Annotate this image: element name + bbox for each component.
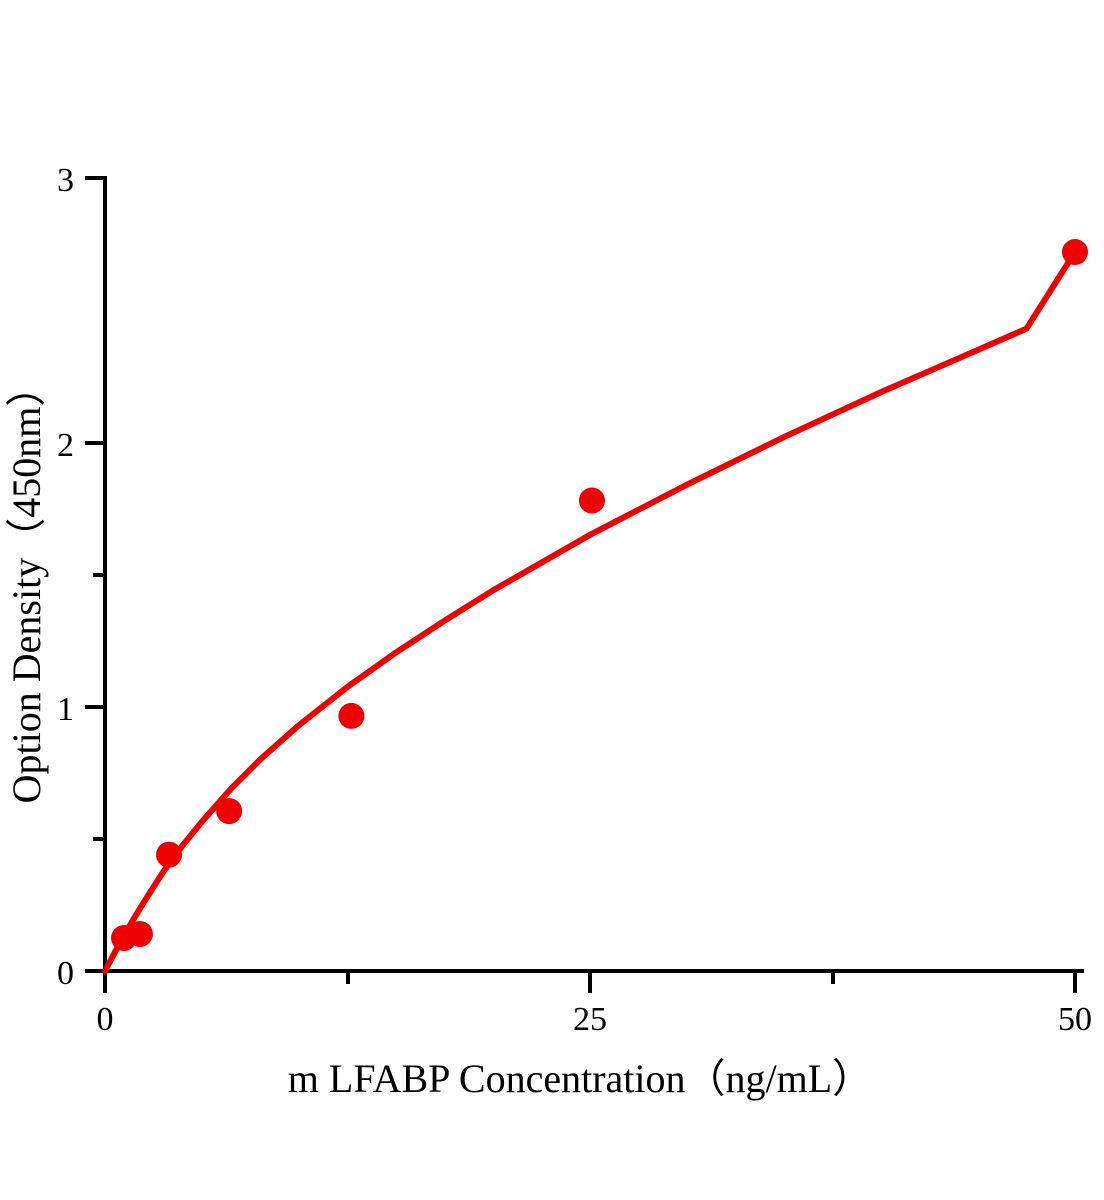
x-tick-labels: 0 25 50 bbox=[97, 1001, 1093, 1038]
y-axis-ticks bbox=[85, 176, 105, 973]
data-point bbox=[338, 702, 365, 729]
y-tick-labels: 3 2 1 0 bbox=[57, 162, 74, 992]
x-tick-label-0: 0 bbox=[97, 1001, 114, 1038]
data-point bbox=[1062, 239, 1088, 266]
y-tick-label-2: 2 bbox=[57, 427, 74, 464]
data-point bbox=[126, 920, 153, 947]
data-point bbox=[216, 798, 243, 825]
x-axis-title: m LFABP Concentration（ng/mL） bbox=[288, 1056, 872, 1101]
data-point bbox=[578, 487, 605, 514]
y-axis-title: Option Density（450nm） bbox=[4, 367, 49, 804]
data-point bbox=[156, 841, 183, 868]
y-tick-label-1: 1 bbox=[57, 691, 74, 728]
fitted-curve bbox=[102, 249, 1078, 974]
axes-group bbox=[103, 176, 1084, 973]
x-tick-label-25: 25 bbox=[573, 1001, 607, 1038]
x-tick-label-50: 50 bbox=[1058, 1001, 1092, 1038]
data-point-group bbox=[111, 239, 1088, 951]
y-tick-label-0: 0 bbox=[57, 955, 74, 992]
y-tick-label-3: 3 bbox=[57, 162, 74, 199]
x-axis-ticks bbox=[103, 971, 1077, 993]
